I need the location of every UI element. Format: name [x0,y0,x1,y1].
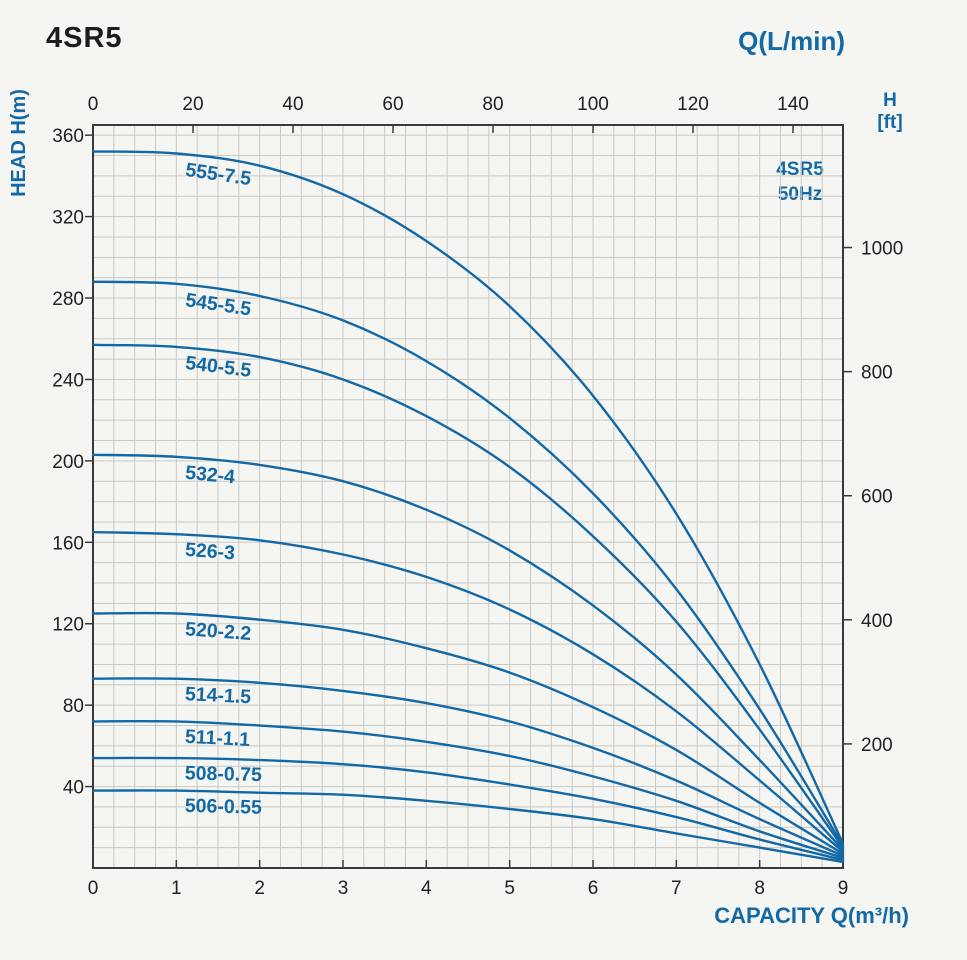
left-tick-label: 280 [52,289,84,310]
bottom-tick-label: 7 [671,878,682,899]
curve-label-532-4: 532-4 [184,462,236,489]
pump-curve-520-2.2 [91,611,845,855]
pump-curve-545-5.5 [91,280,845,847]
left-tick-label: 200 [52,452,84,473]
curve-label-514-1.5: 514-1.5 [184,683,251,708]
top-tick-label: 40 [282,94,303,115]
pump-curve-540-5.5 [91,343,845,849]
axis-ticks: 0 1 2 3 4 5 6 7 8 9 0 20 40 60 80 100 120 140 40 80 120 160 20… [52,94,903,899]
right-tick-label: 1000 [861,239,903,260]
pump-curve-511-1.1 [91,719,845,859]
top-tick-label: 60 [382,94,403,115]
legend-model: 4SR5 [776,159,824,180]
left-tick-label: 40 [63,778,84,799]
bottom-axis-title: CAPACITY Q(m³/h) [714,903,909,928]
top-axis-title: Q(L/min) [738,26,845,56]
pump-curve-508-0.75 [91,756,845,862]
top-tick-label: 120 [677,94,709,115]
bottom-tick-label: 9 [838,878,849,899]
bottom-tick-label: 6 [588,878,599,899]
bottom-tick-label: 8 [754,878,765,899]
curve-labels: 555-7.5 545-5.5 540-5.5 532-4 526-3 520-2.2 51… [184,159,262,819]
left-tick-label: 320 [52,208,84,229]
plot-border [92,124,844,869]
pump-curve-514-1.5 [91,677,845,857]
right-axis-title-line1: H [883,90,897,111]
bottom-tick-label: 5 [504,878,515,899]
left-tick-label: 240 [52,370,84,391]
right-tick-label: 800 [861,363,893,384]
curve-label-526-3: 526-3 [184,539,236,565]
bottom-tick-label: 4 [421,878,432,899]
curve-label-508-0.75: 508-0.75 [185,762,263,786]
bottom-tick-label: 2 [254,878,265,899]
pump-curve-506-0.55 [91,789,845,864]
right-axis-title-line2: [ft] [877,111,903,133]
curve-label-520-2.2: 520-2.2 [184,618,252,645]
curve-label-540-5.5: 540-5.5 [184,352,252,382]
right-tick-label: 600 [861,487,893,508]
top-tick-label: 0 [88,94,99,115]
right-axis-title: H [ft] [868,90,912,134]
bottom-tick-label: 1 [171,878,182,899]
top-tick-label: 20 [182,94,203,115]
left-tick-label: 120 [52,615,84,636]
left-tick-label: 80 [63,696,84,717]
left-tick-label: 360 [52,126,84,147]
top-tick-label: 100 [577,94,609,115]
top-tick-label: 80 [482,94,503,115]
curve-label-506-0.55: 506-0.55 [185,795,263,819]
right-tick-label: 200 [861,735,893,756]
top-tick-label: 140 [777,94,809,115]
legend-frequency: 50Hz [777,183,823,205]
plot-frame [92,124,844,869]
pump-curve-555-7.5 [91,150,845,845]
curve-label-511-1.1: 511-1.1 [184,726,250,751]
page-title: 4SR5 [46,22,123,54]
pump-curves [91,150,845,864]
curve-label-545-5.5: 545-5.5 [184,289,253,320]
curve-label-555-7.5: 555-7.5 [184,159,253,190]
legend: 4SR5 50Hz [752,158,848,207]
pump-curve-532-4 [91,453,845,851]
pump-curve-526-3 [91,530,845,853]
bottom-tick-label: 0 [88,878,99,899]
left-tick-label: 160 [52,533,84,554]
right-tick-label: 400 [861,611,893,632]
grid [92,125,844,869]
bottom-tick-label: 3 [338,878,349,899]
